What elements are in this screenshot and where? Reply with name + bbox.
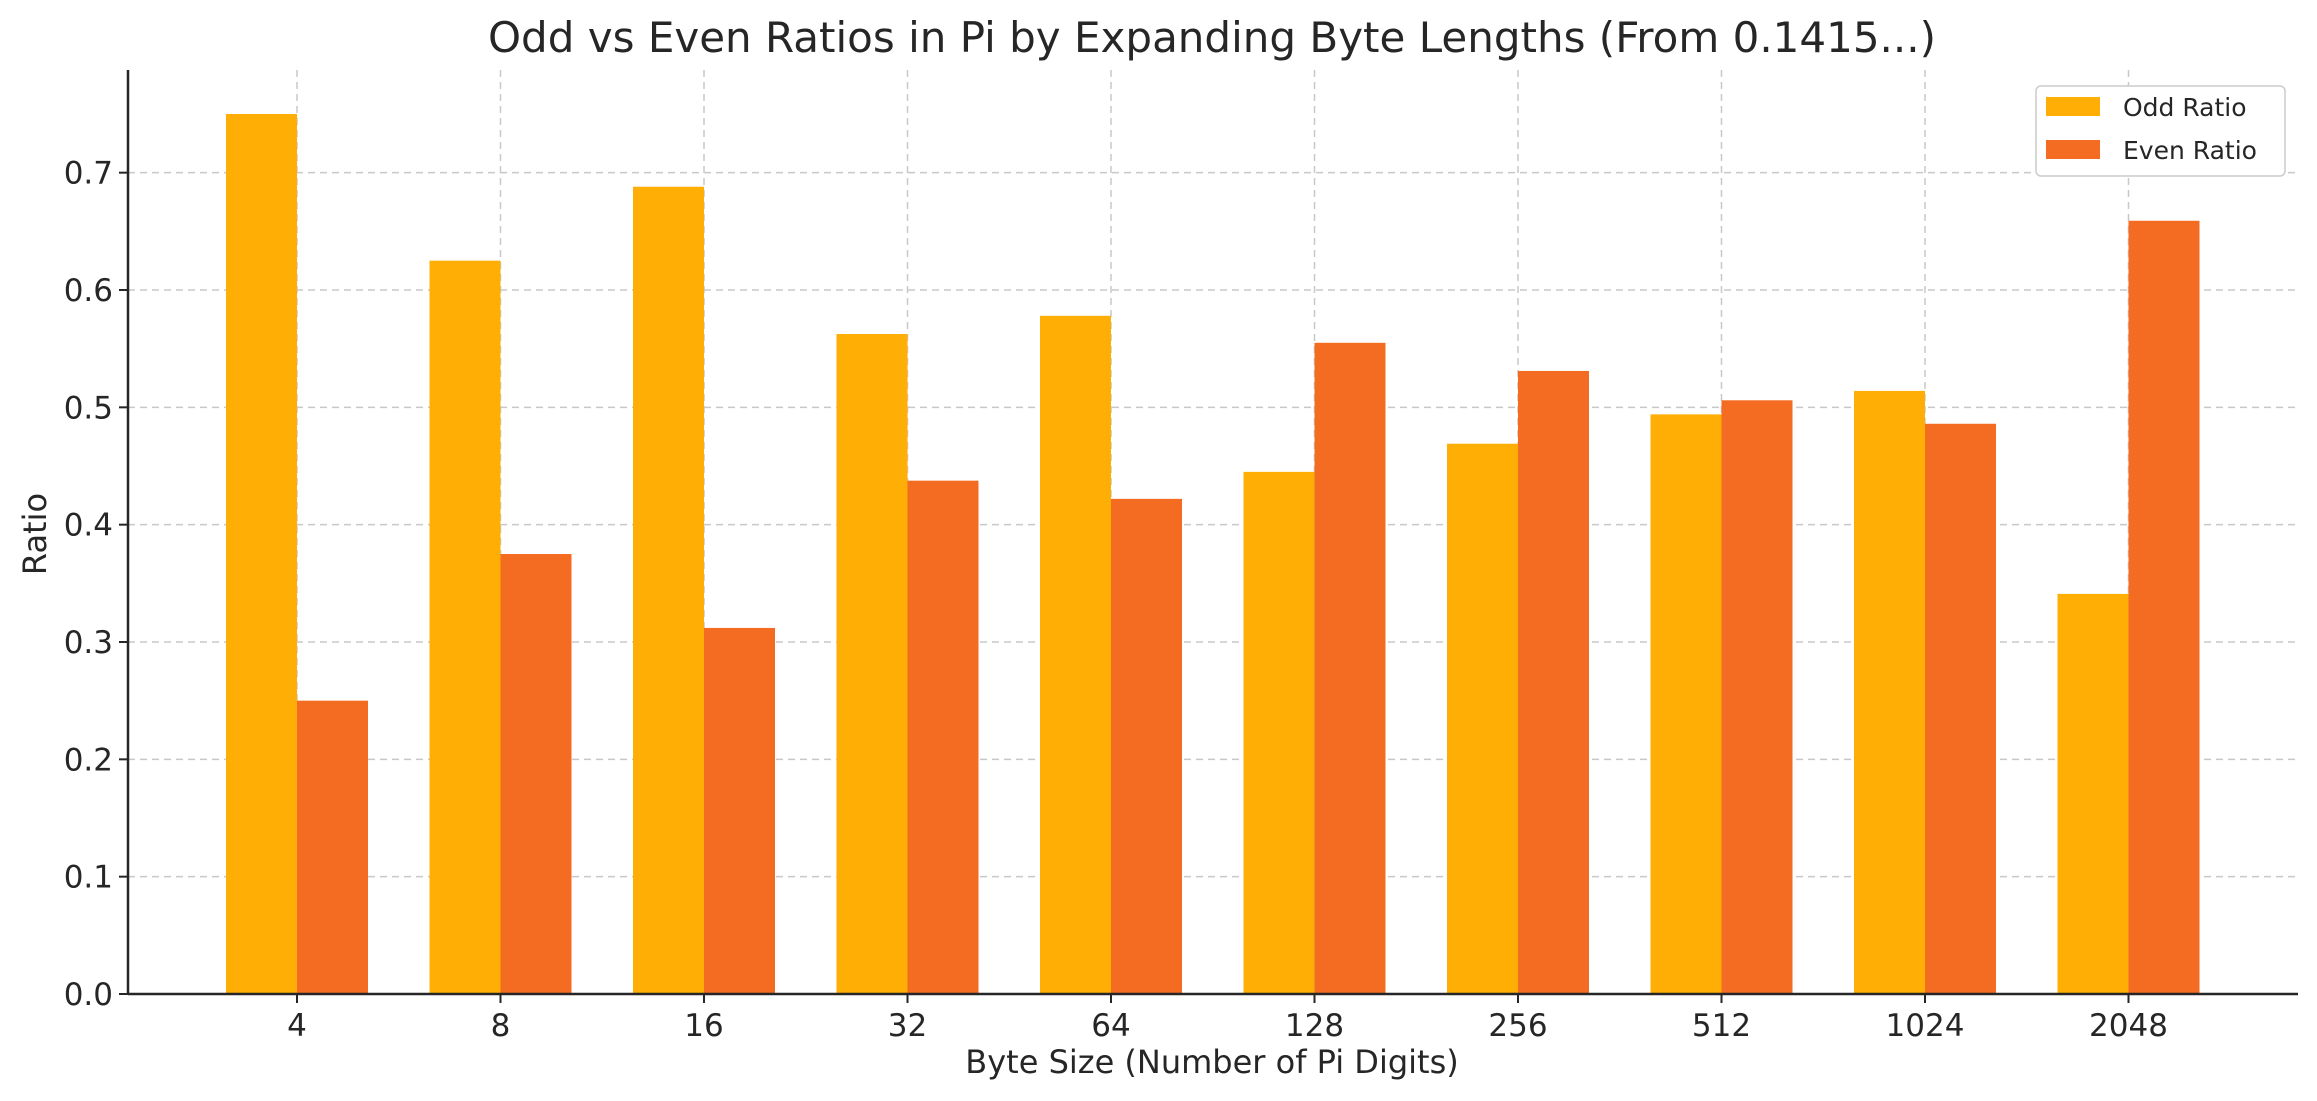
bar-even-32: [907, 480, 979, 995]
y-tick-label: 0.3: [64, 625, 113, 661]
legend-swatch-even: [2046, 140, 2100, 159]
x-tick-label: 512: [1692, 1008, 1751, 1044]
y-tick-label: 0.4: [64, 508, 113, 544]
y-tick-label: 0.7: [64, 156, 113, 192]
bar-even-64: [1111, 498, 1182, 994]
x-tick-labels: 4 8 16 32 64 128 256 512 1024 2048: [287, 1008, 2168, 1044]
chart-title: Odd vs Even Ratios in Pi by Expanding By…: [488, 13, 1936, 62]
x-axis-label: Byte Size (Number of Pi Digits): [965, 1043, 1458, 1081]
bar-even-1024: [1925, 423, 1996, 994]
bar-odd-32: [836, 334, 908, 994]
bar-even-8: [500, 554, 572, 994]
y-axis-label: Ratio: [16, 493, 54, 575]
x-tick-label: 32: [888, 1008, 927, 1044]
y-tick-label: 0.0: [64, 977, 113, 1013]
bar-even-128: [1314, 342, 1386, 994]
y-tick-label: 0.6: [64, 273, 113, 309]
legend-label-even: Even Ratio: [2123, 136, 2257, 165]
bar-odd-64: [1040, 315, 1111, 994]
x-tick-label: 64: [1091, 1008, 1130, 1044]
bar-odd-256: [1447, 443, 1518, 994]
bar-even-4: [297, 700, 368, 994]
bar-even-512: [1721, 400, 1793, 994]
x-tick-label: 256: [1488, 1008, 1547, 1044]
bar-even-16: [704, 627, 775, 994]
y-tick-label: 0.1: [64, 860, 113, 896]
bar-odd-128: [1243, 471, 1315, 994]
legend: Odd Ratio Even Ratio: [2035, 85, 2286, 177]
bar-odd-16: [633, 186, 704, 994]
bar-odd-4: [226, 114, 297, 994]
x-tick-label: 8: [491, 1008, 511, 1044]
bar-odd-512: [1650, 414, 1722, 995]
x-tick-label: 1024: [1886, 1008, 1965, 1044]
x-tick-label: 128: [1285, 1008, 1344, 1044]
bar-even-256: [1518, 370, 1589, 995]
x-tick-label: 4: [287, 1008, 307, 1044]
y-tick-label: 0.2: [64, 742, 113, 778]
y-tick-labels: 0.0 0.1 0.2 0.3 0.4 0.5 0.6 0.7: [64, 156, 113, 1013]
bars: [226, 114, 2200, 995]
bar-odd-1024: [1854, 390, 1925, 994]
x-tick-label: 2048: [2089, 1008, 2168, 1044]
bar-even-2048: [2128, 220, 2200, 995]
legend-swatch-odd: [2046, 97, 2100, 116]
bar-odd-2048: [2057, 593, 2129, 994]
bar-odd-8: [429, 260, 501, 995]
x-tick-label: 16: [684, 1008, 723, 1044]
axes: [119, 70, 2298, 1003]
y-tick-label: 0.5: [64, 390, 113, 426]
legend-label-odd: Odd Ratio: [2123, 93, 2247, 122]
